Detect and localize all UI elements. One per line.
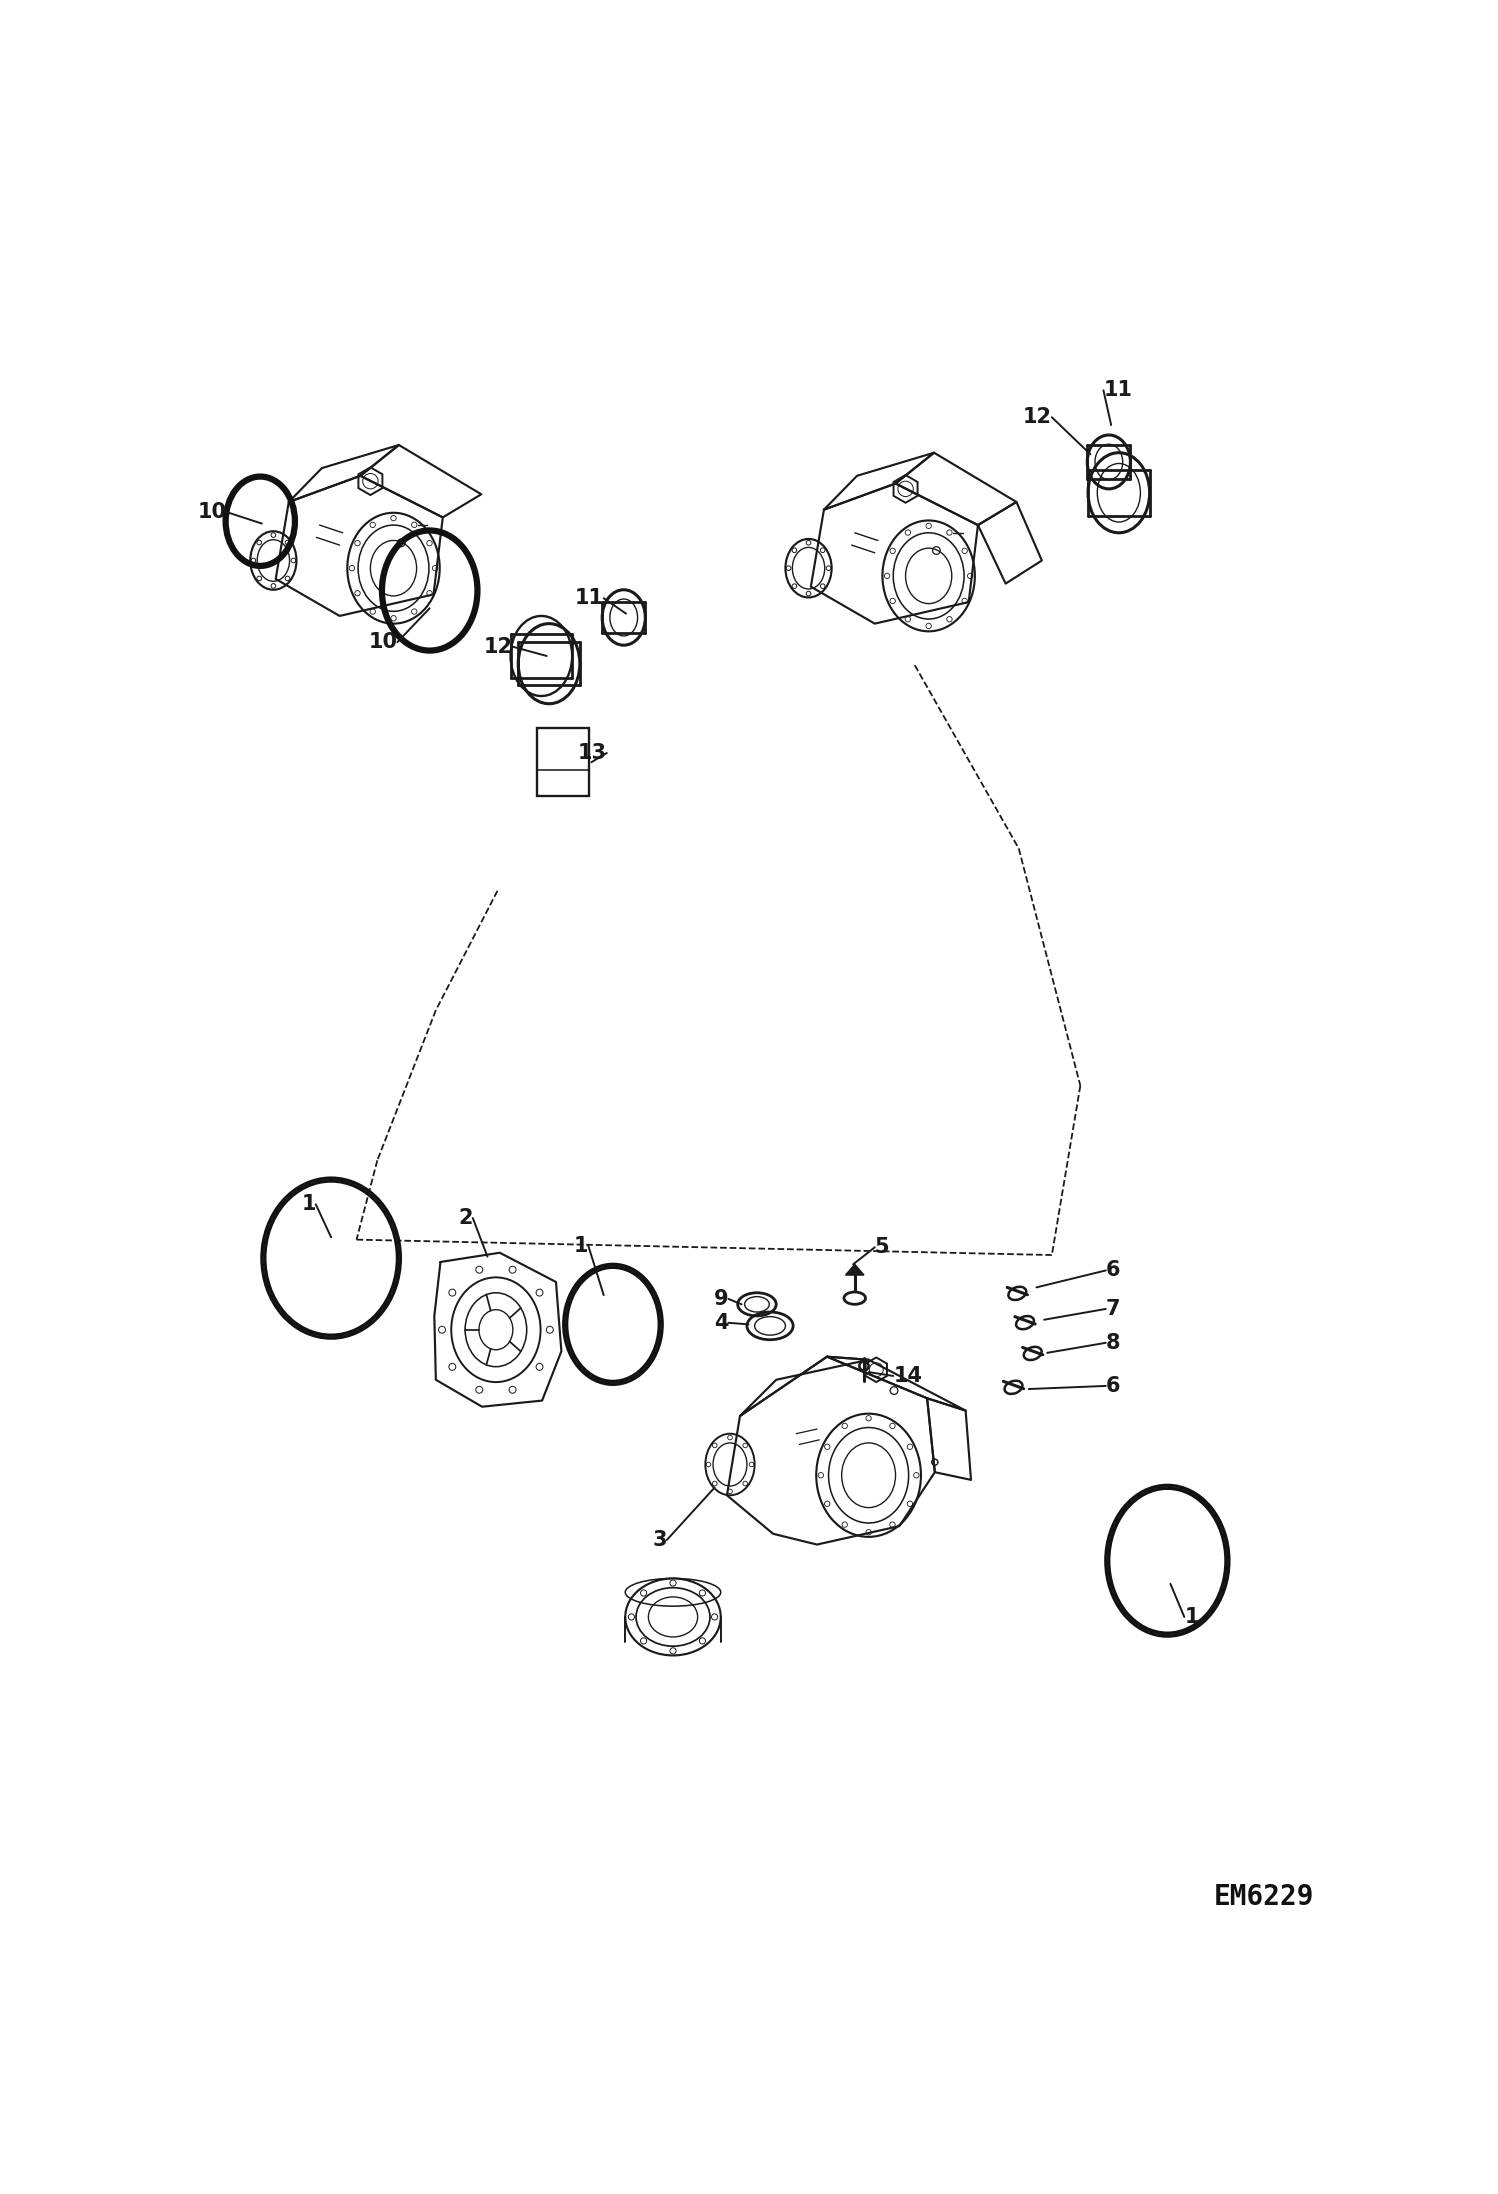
Bar xyxy=(536,728,589,796)
Polygon shape xyxy=(845,1264,864,1275)
Text: 8: 8 xyxy=(1106,1332,1121,1354)
Text: 10: 10 xyxy=(198,502,226,522)
Text: 14: 14 xyxy=(893,1367,923,1387)
Text: 9: 9 xyxy=(715,1288,728,1310)
Text: EM6229: EM6229 xyxy=(1213,1882,1314,1911)
Text: 13: 13 xyxy=(578,744,607,764)
Text: 7: 7 xyxy=(1106,1299,1121,1319)
Text: 2: 2 xyxy=(458,1209,473,1229)
Text: 11: 11 xyxy=(1104,380,1132,399)
Text: 5: 5 xyxy=(875,1237,890,1257)
Text: 3: 3 xyxy=(652,1529,667,1549)
Text: 6: 6 xyxy=(1106,1376,1121,1395)
Text: 11: 11 xyxy=(575,588,604,608)
Text: 6: 6 xyxy=(1106,1259,1121,1281)
Text: 12: 12 xyxy=(1023,408,1052,428)
Text: 1: 1 xyxy=(574,1235,589,1255)
Text: 4: 4 xyxy=(715,1312,728,1332)
Text: 10: 10 xyxy=(369,632,397,652)
Text: 12: 12 xyxy=(484,636,512,656)
Text: 1: 1 xyxy=(1185,1606,1198,1628)
Text: 1: 1 xyxy=(301,1194,316,1213)
